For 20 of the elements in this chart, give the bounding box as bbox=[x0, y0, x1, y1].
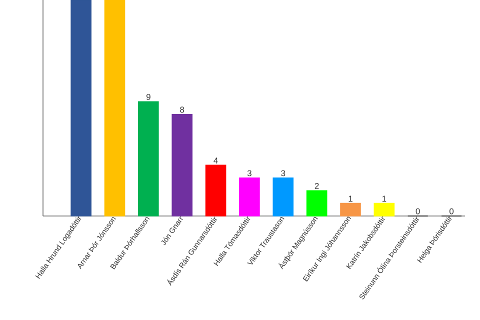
bar bbox=[340, 202, 361, 216]
data-label: 0 bbox=[450, 208, 454, 214]
data-label: 2 bbox=[314, 182, 319, 189]
bar bbox=[104, 0, 126, 216]
data-label: 3 bbox=[281, 170, 286, 176]
data-label: 9 bbox=[146, 94, 150, 100]
bar bbox=[205, 164, 226, 216]
bar bbox=[374, 202, 395, 216]
data-label: 3 bbox=[247, 170, 252, 176]
bar bbox=[239, 177, 260, 216]
data-label: 1 bbox=[382, 196, 386, 202]
bar bbox=[138, 101, 159, 216]
bar bbox=[70, 0, 92, 216]
data-label: 4 bbox=[214, 158, 218, 164]
bar bbox=[306, 190, 328, 216]
data-label: 8 bbox=[180, 106, 184, 113]
bar bbox=[272, 177, 294, 216]
bar bbox=[172, 114, 193, 216]
data-label: 1 bbox=[348, 196, 352, 202]
data-label: 0 bbox=[416, 208, 420, 214]
